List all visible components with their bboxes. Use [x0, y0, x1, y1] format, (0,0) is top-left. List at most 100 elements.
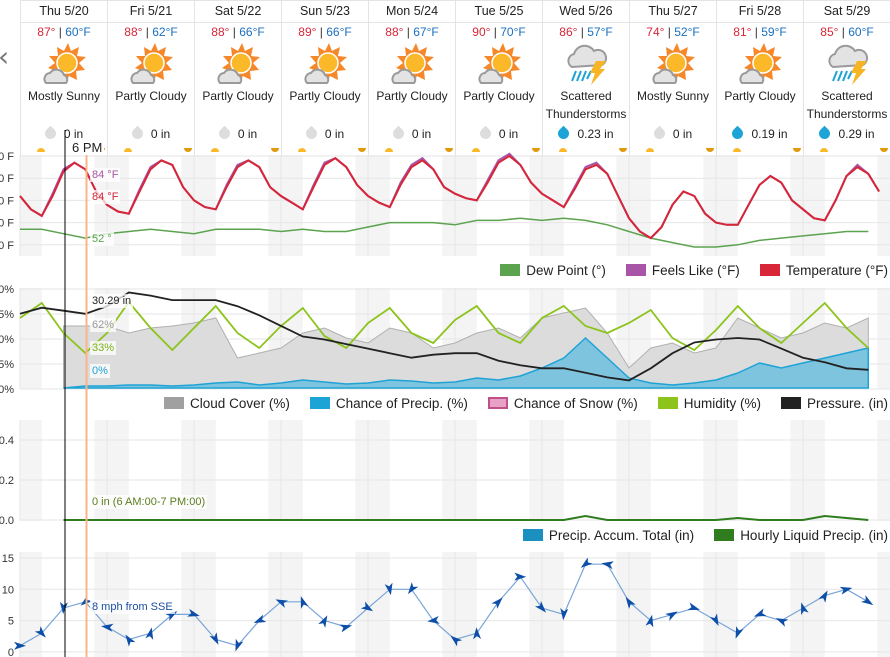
day-name: Sat 5/22	[195, 1, 281, 23]
wind-direction-arrow-icon	[209, 632, 219, 645]
night-band	[803, 552, 825, 657]
sunrise-icon	[211, 148, 219, 152]
daily-forecast-row: Thu 5/20 87° | 60°F Mostly Sunny 0 in Fr…	[20, 0, 890, 156]
partly-sunny-icon	[214, 41, 262, 87]
high-temp: 81°	[733, 25, 752, 39]
night-band	[803, 155, 825, 256]
legend-dew-point[interactable]: Dew Point (°)	[500, 263, 606, 278]
legend-hourly-liquid[interactable]: Hourly Liquid Precip. (in)	[714, 528, 888, 543]
high-temp: 85°	[820, 25, 839, 39]
low-temp: 57°F	[587, 25, 613, 39]
condition-text: Partly Cloudy	[376, 89, 448, 103]
night-band	[442, 552, 455, 657]
night-band	[455, 155, 477, 256]
day-temps: 90° | 70°F	[472, 25, 526, 39]
night-band	[268, 155, 281, 256]
legend-label: Chance of Precip. (%)	[335, 396, 468, 411]
night-band	[355, 420, 368, 521]
sunset-icon	[184, 148, 192, 152]
night-band	[281, 552, 303, 657]
night-band	[20, 155, 42, 256]
night-band	[703, 155, 716, 256]
condition-text: Partly Cloudy	[724, 89, 796, 103]
wind-direction-arrow-icon	[14, 641, 26, 650]
sunrise-icon	[559, 148, 567, 152]
night-band	[368, 155, 390, 256]
night-band	[181, 155, 194, 256]
sunrise-icon	[298, 148, 306, 152]
sunset-icon	[706, 148, 714, 152]
day-column[interactable]: Tue 5/25 90° | 70°F Partly Cloudy 0 in	[455, 1, 542, 156]
previous-days-button[interactable]: ‹	[0, 40, 9, 73]
legend-label: Temperature (°F)	[785, 263, 888, 278]
night-band	[281, 155, 303, 256]
y-tick-label: 0%	[0, 384, 14, 396]
legend-cloud-cover[interactable]: Cloud Cover (%)	[164, 396, 290, 411]
partly-sunny-icon	[388, 41, 436, 87]
y-tick-label: 25%	[0, 359, 14, 371]
night-band	[877, 552, 890, 657]
day-name: Fri 5/21	[108, 1, 194, 23]
wind-direction-arrow-icon	[801, 602, 809, 616]
wind-direction-arrow-icon	[775, 618, 789, 627]
partly-sunny-icon	[475, 41, 523, 87]
y-tick-label: 90 F	[0, 151, 14, 163]
precip-amount: 0.29 in	[804, 125, 890, 142]
day-column[interactable]: Mon 5/24 88° | 67°F Partly Cloudy 0 in	[368, 1, 455, 156]
wind-direction-arrow-icon	[580, 557, 593, 568]
day-temps: 74° | 52°F	[646, 25, 700, 39]
high-temp: 74°	[646, 25, 665, 39]
wind-direction-arrow-icon	[687, 602, 700, 611]
night-band	[616, 420, 629, 521]
legend-feels-like[interactable]: Feels Like (°F)	[625, 263, 740, 278]
condition-text: Scattered Thunderstorms	[806, 89, 888, 121]
legend-pressure[interactable]: Pressure. (in)	[780, 396, 888, 411]
legend-humidity[interactable]: Humidity (%)	[657, 396, 761, 411]
y-tick-label: 0.4	[0, 435, 14, 447]
day-name: Fri 5/28	[717, 1, 803, 23]
legend-precip-chance[interactable]: Chance of Precip. (%)	[309, 396, 468, 411]
night-band	[716, 420, 738, 521]
legend-temperature[interactable]: Temperature (°F)	[759, 263, 888, 278]
day-column[interactable]: Wed 5/26 86° | 57°F Scattered Thundersto…	[542, 1, 629, 156]
night-band	[877, 420, 890, 521]
cloud-tooltip: 62%	[90, 318, 117, 332]
day-column[interactable]: Thu 5/27 74° | 52°F Mostly Sunny 0 in	[629, 1, 716, 156]
night-band	[703, 420, 716, 521]
day-column[interactable]: Fri 5/28 81° | 59°F Partly Cloudy 0.19 i…	[716, 1, 803, 156]
day-column[interactable]: Sat 5/22 88° | 66°F Partly Cloudy 0 in	[194, 1, 281, 156]
dew-point-tooltip: 52 °	[90, 232, 114, 246]
wind-direction-arrow-icon	[125, 634, 136, 647]
night-band	[790, 155, 803, 256]
day-temps: 89° | 66°F	[298, 25, 352, 39]
legend-precip-accum[interactable]: Precip. Accum. Total (in)	[522, 528, 694, 543]
legend-snow-chance[interactable]: Chance of Snow (%)	[487, 396, 638, 411]
y-tick-label: 10	[2, 584, 14, 596]
night-band	[442, 155, 455, 256]
sunrise-icon	[733, 148, 741, 152]
y-tick-label: 60 F	[0, 218, 14, 230]
day-column[interactable]: Sat 5/29 85° | 60°F Scattered Thundersto…	[803, 1, 890, 156]
cloud-legend: Cloud Cover (%) Chance of Precip. (%) Ch…	[164, 396, 888, 411]
precip-value: 0 in	[150, 127, 171, 141]
day-name: Thu 5/20	[21, 1, 107, 23]
wind-direction-arrow-icon	[101, 623, 114, 632]
precip-value: 0 in	[672, 127, 693, 141]
wind-direction-arrow-icon	[735, 626, 744, 639]
partly-sunny-icon	[127, 41, 175, 87]
precip-value: 0 in	[411, 127, 432, 141]
day-column[interactable]: Thu 5/20 87° | 60°F Mostly Sunny 0 in	[20, 1, 107, 156]
legend-label: Cloud Cover (%)	[190, 396, 290, 411]
legend-label: Chance of Snow (%)	[513, 396, 638, 411]
condition-text: Partly Cloudy	[115, 89, 187, 103]
legend-label: Humidity (%)	[683, 396, 761, 411]
precip-value: 0 in	[498, 127, 519, 141]
day-column[interactable]: Fri 5/21 88° | 62°F Partly Cloudy 0 in	[107, 1, 194, 156]
night-band	[790, 420, 803, 521]
night-band	[368, 552, 390, 657]
wind-direction-arrow-icon	[709, 613, 719, 627]
wind-direction-arrow-icon	[601, 561, 614, 570]
night-band	[803, 420, 825, 521]
day-column[interactable]: Sun 5/23 89° | 66°F Partly Cloudy 0 in	[281, 1, 368, 156]
wind-direction-arrow-icon	[59, 601, 68, 615]
